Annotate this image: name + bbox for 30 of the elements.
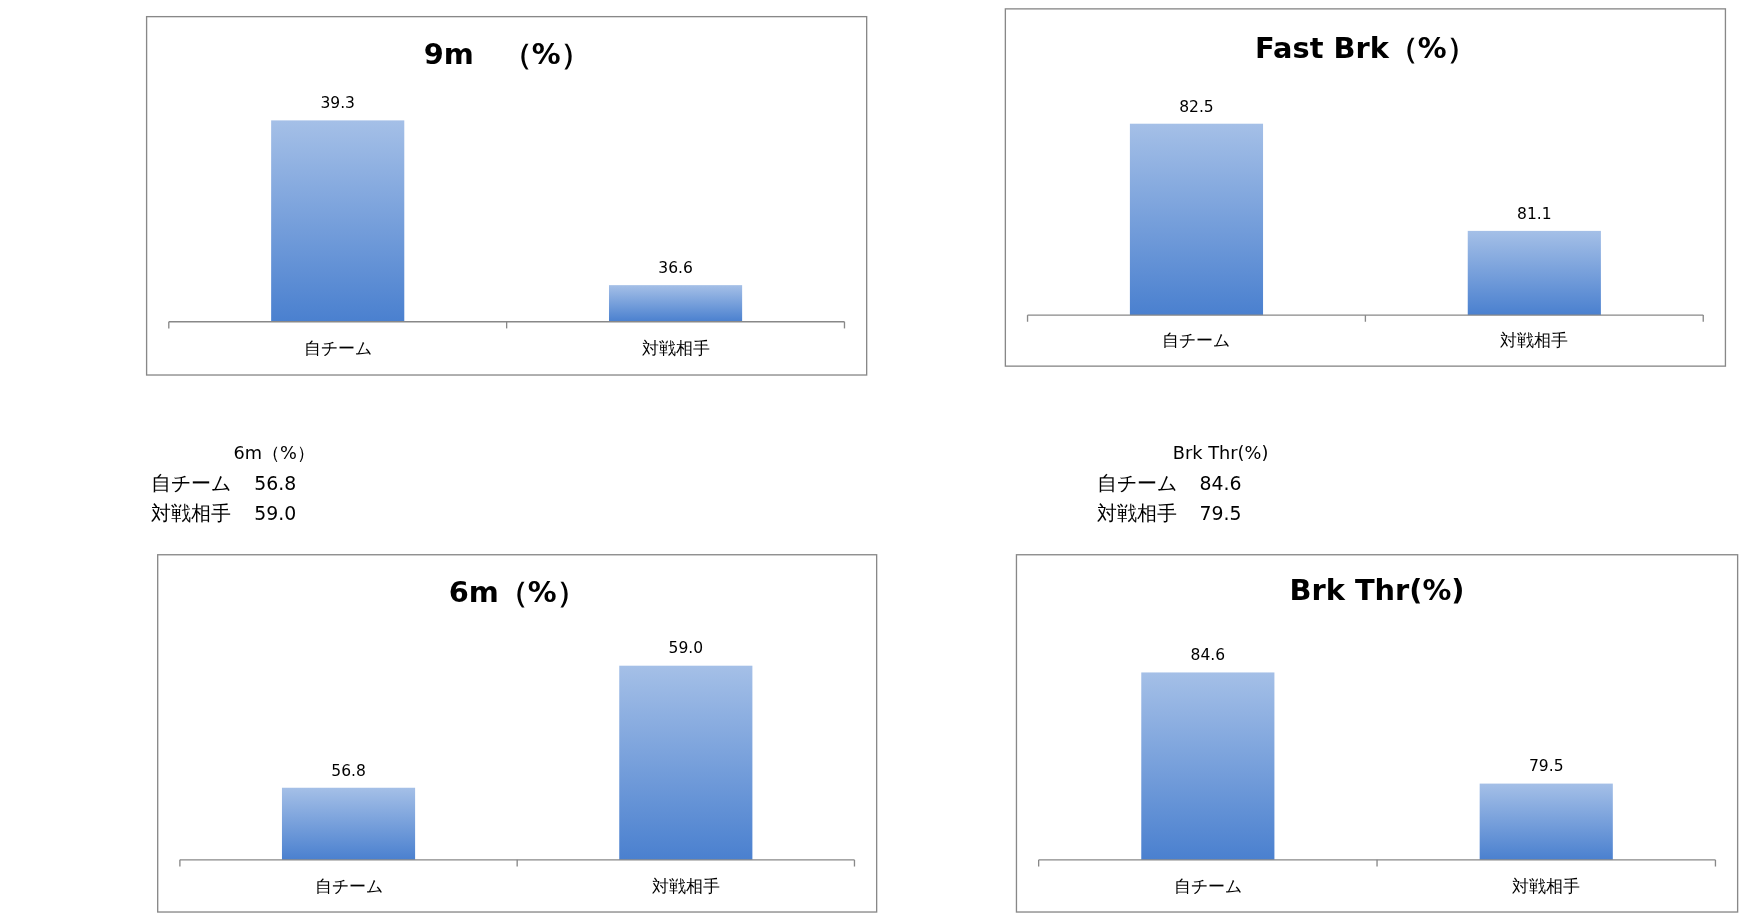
text: 6m（%）	[448, 575, 586, 610]
x-tick-label: 自チーム	[1173, 877, 1242, 897]
data-label: 84.6	[1190, 646, 1226, 665]
category-label: 自チーム	[150, 471, 231, 496]
data-label: 82.5	[1179, 97, 1214, 116]
x-tick-label: 自チーム	[314, 877, 383, 897]
data-label: 36.6	[658, 258, 693, 277]
x-tick-label: 対戦相手	[1500, 331, 1569, 351]
x-tick-label: 対戦相手	[641, 338, 710, 358]
text: Brk Thr(%)	[1172, 443, 1269, 464]
data-label: 59.0	[254, 502, 297, 525]
category-label: 自チーム	[1097, 471, 1178, 496]
data-label: 79.5	[1528, 757, 1564, 776]
data-label: 79.5	[1199, 502, 1242, 525]
data-label: 81.1	[1517, 204, 1552, 223]
text: Fast Brk（%）	[1255, 30, 1476, 65]
x-tick-label: 自チーム	[1162, 331, 1231, 351]
x-tick-label: 自チーム	[303, 338, 372, 358]
text: 9m （%）	[423, 37, 590, 72]
text: Brk Thr(%)	[1289, 573, 1465, 608]
category-label: 対戦相手	[1097, 501, 1178, 526]
category-label: 対戦相手	[150, 501, 231, 526]
data-label: 39.3	[320, 94, 355, 113]
data-label: 84.6	[1199, 472, 1242, 495]
data-label: 56.8	[254, 472, 297, 495]
x-tick-label: 対戦相手	[1512, 877, 1581, 897]
x-tick-label: 対戦相手	[651, 877, 720, 897]
text: 6m（%）	[233, 443, 315, 464]
data-label: 59.0	[668, 639, 704, 658]
data-label: 56.8	[331, 761, 366, 780]
